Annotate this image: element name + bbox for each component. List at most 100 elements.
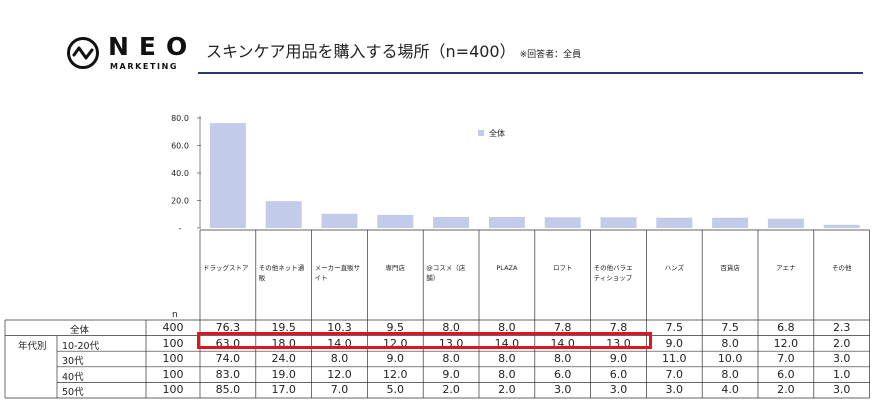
table-cell: 24.0 [271, 352, 296, 366]
y-tick-label: 20.0 [171, 197, 189, 206]
bar [712, 217, 749, 228]
bar [600, 217, 637, 228]
table-cell: 12.0 [383, 367, 408, 381]
table-cell: 7.0 [330, 383, 349, 397]
title-text: スキンケア用品を購入する場所（n=400） [206, 42, 516, 61]
table-cell: 8.0 [553, 352, 572, 366]
legend-label: 全体 [489, 128, 505, 138]
table-cell: 17.0 [271, 383, 296, 397]
table-cell: 7.0 [665, 367, 684, 381]
table-cell: 9.0 [609, 352, 628, 366]
table-cell: 2.0 [777, 383, 795, 397]
table-cell: 2.0 [498, 383, 516, 397]
n-column-header: n [172, 310, 178, 320]
category-label: その他バラエ ティショップ [593, 264, 633, 282]
table-cell: 2.0 [442, 383, 460, 397]
y-tick-label: 80.0 [171, 114, 189, 123]
table-cell: 9.5 [386, 321, 405, 334]
category-label: 百貨店 [720, 264, 740, 272]
table-cell: 3.0 [553, 383, 572, 397]
table-cell: 3.0 [665, 383, 684, 397]
table-cell: 74.0 [215, 352, 241, 366]
bar [488, 217, 525, 228]
table-cell: 4.0 [721, 383, 739, 397]
y-tick-label: 60.0 [171, 142, 189, 151]
category-label: その他ネット通 販 [258, 264, 305, 282]
table-cell: 8.0 [498, 367, 516, 381]
title-rule [198, 72, 863, 74]
category-label: ハンズ [664, 264, 684, 272]
legend-swatch [478, 130, 484, 136]
table-cell: 11.0 [662, 352, 687, 366]
table-cell: 83.0 [215, 367, 241, 381]
bar [265, 201, 302, 228]
table-cell: 9.0 [665, 336, 684, 350]
table-cell: 19.0 [271, 367, 296, 381]
table-cell: 6.0 [777, 367, 795, 381]
table-cell: 3.0 [832, 352, 851, 366]
brand-name: NEO [108, 32, 198, 61]
row-label: 30代 [62, 356, 84, 368]
row-label: 40代 [62, 371, 84, 383]
y-tick-label: 40.0 [171, 169, 189, 178]
bar [823, 224, 860, 228]
table-cell: 8.0 [498, 352, 516, 366]
bar [767, 218, 804, 228]
row-label: 全体 [70, 325, 90, 336]
bar [377, 214, 414, 228]
category-label: PLAZA [496, 264, 518, 272]
row-label: 10-20代 [62, 340, 100, 352]
title-note: ※回答者：全員 [519, 50, 582, 60]
n-cell: 100 [162, 383, 184, 397]
table-cell: 8.0 [442, 352, 460, 366]
table-cell: 2.0 [832, 336, 851, 350]
table-cell: 12.0 [773, 336, 799, 350]
table-cell: 12.0 [327, 367, 352, 381]
table-cell: 3.0 [832, 383, 851, 397]
table-cell: 8.0 [498, 321, 516, 334]
table-cell: 5.0 [386, 383, 405, 397]
n-cell: 100 [162, 336, 184, 350]
bar [656, 217, 693, 228]
n-cell: 100 [162, 352, 184, 366]
bar [433, 217, 470, 228]
category-label: その他 [831, 264, 852, 272]
category-label: 専門店 [385, 264, 406, 272]
table-cell: 10.3 [327, 321, 352, 334]
table-cell: 8.0 [442, 321, 460, 334]
logo-mark-icon [67, 37, 99, 69]
bar [321, 213, 358, 228]
n-cell: 100 [162, 367, 184, 381]
table-cell: 10.0 [717, 352, 743, 366]
table-cell: 6.0 [609, 367, 628, 381]
table-cell: 7.5 [721, 321, 739, 334]
table-cell: 19.5 [271, 321, 296, 334]
bar [544, 217, 581, 228]
category-label: ドラッグストア [203, 264, 249, 272]
table-cell: 8.0 [721, 367, 739, 381]
brand-sub: MARKETING [110, 62, 179, 71]
table-cell: 9.0 [442, 367, 460, 381]
table-cell: 6.0 [553, 367, 572, 381]
y-tick-label: - [179, 224, 182, 233]
category-label: アエナ [776, 264, 796, 272]
table-cell: 7.8 [553, 321, 572, 334]
table-cell: 7.8 [609, 321, 628, 334]
table-cell: 1.0 [832, 367, 851, 381]
table-cell: 7.0 [777, 352, 795, 366]
table-cell: 7.5 [665, 321, 684, 334]
category-label: @コスメ（店 舗） [426, 264, 466, 282]
bar [209, 123, 246, 228]
table-cell: 6.8 [777, 321, 795, 334]
page-title: スキンケア用品を購入する場所（n=400） ※回答者：全員 [206, 38, 581, 62]
category-label: メーカー直販サ イト [314, 264, 361, 282]
table-cell: 3.0 [609, 383, 628, 397]
table-cell: 8.0 [721, 336, 739, 350]
row-label: 50代 [62, 387, 84, 399]
table-cell: 9.0 [386, 352, 405, 366]
group-label: 年代別 [18, 340, 47, 352]
table-cell: 85.0 [215, 383, 241, 397]
table-cell: 2.3 [832, 321, 851, 334]
table-cell: 76.3 [215, 321, 241, 334]
